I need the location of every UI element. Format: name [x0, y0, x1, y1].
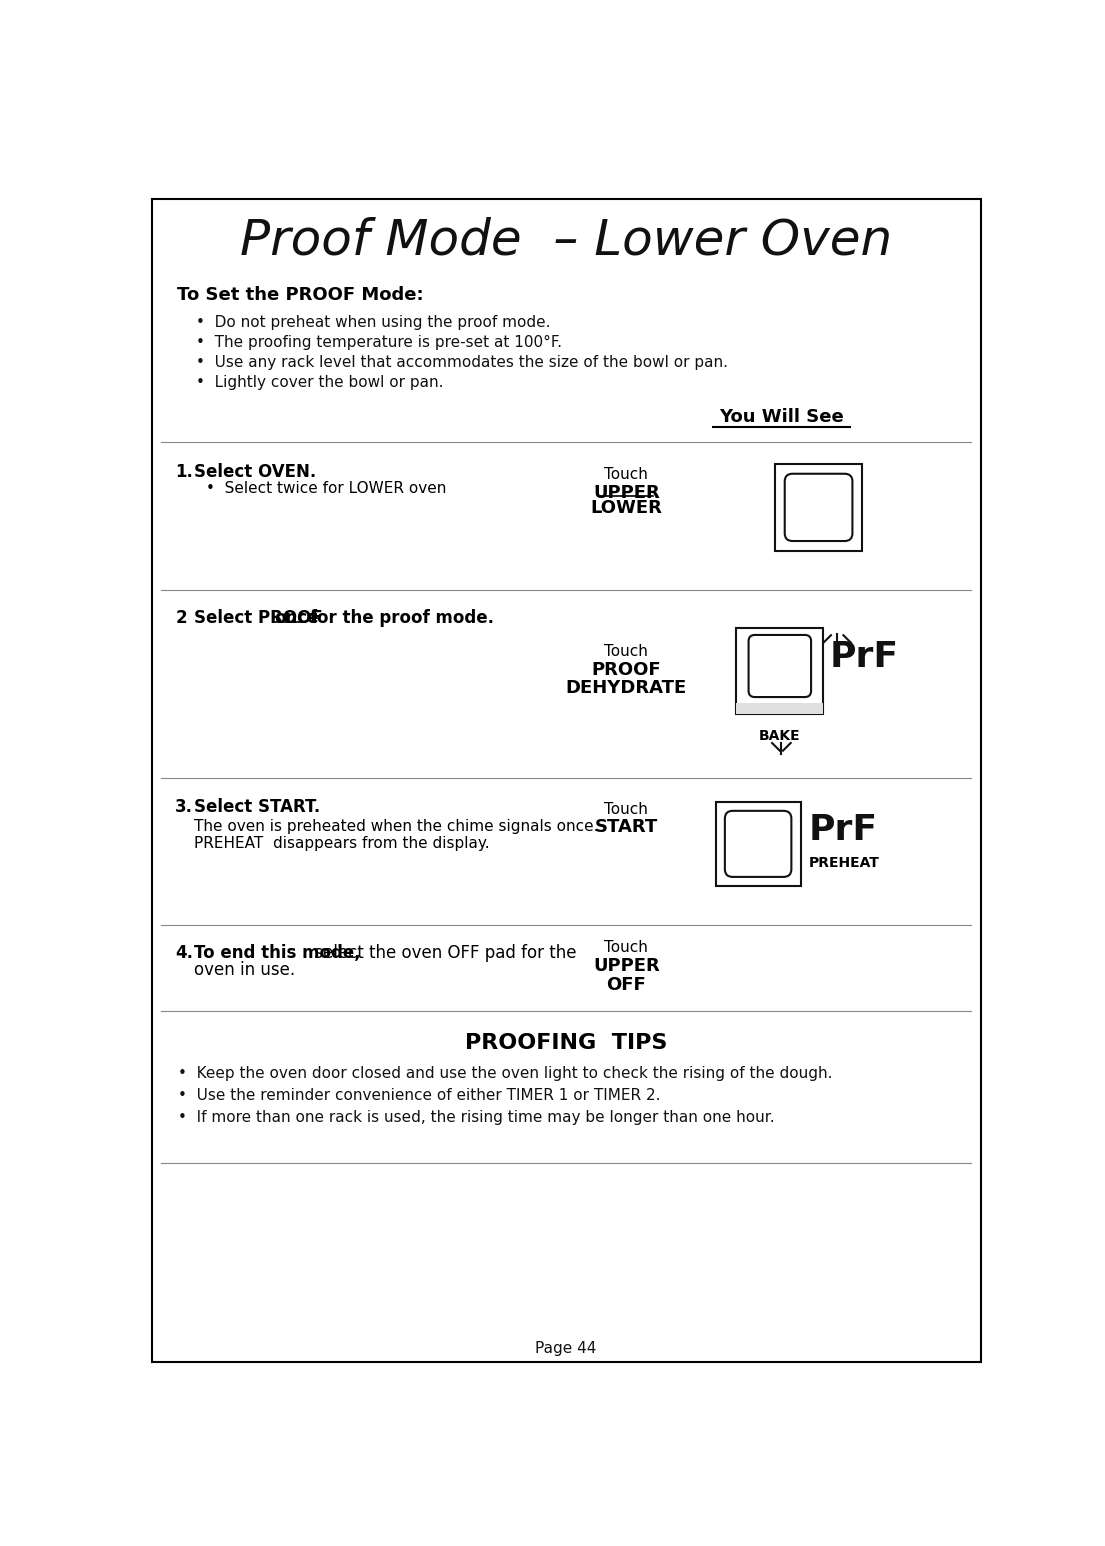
- Text: BAKE: BAKE: [759, 730, 801, 744]
- Text: •  Lightly cover the bowl or pan.: • Lightly cover the bowl or pan.: [197, 376, 444, 390]
- Text: for the proof mode.: for the proof mode.: [304, 609, 494, 628]
- Text: Page 44: Page 44: [535, 1340, 597, 1356]
- Text: 2: 2: [176, 609, 187, 628]
- Text: Proof Mode  – Lower Oven: Proof Mode – Lower Oven: [240, 216, 892, 264]
- Text: UPPER: UPPER: [593, 484, 660, 501]
- Text: Touch: Touch: [604, 467, 649, 481]
- Text: To end this mode,: To end this mode,: [193, 945, 360, 962]
- FancyBboxPatch shape: [748, 635, 811, 697]
- Text: once: once: [274, 609, 319, 628]
- Bar: [716, 801, 801, 886]
- Text: PREHEAT: PREHEAT: [809, 856, 880, 870]
- Text: Touch: Touch: [604, 801, 649, 816]
- Text: DEHYDRATE: DEHYDRATE: [566, 679, 687, 697]
- Text: oven in use.: oven in use.: [193, 962, 295, 979]
- Text: 4.: 4.: [176, 945, 193, 962]
- FancyBboxPatch shape: [725, 810, 791, 877]
- Text: OFF: OFF: [607, 976, 646, 994]
- FancyBboxPatch shape: [785, 473, 852, 541]
- Text: PrF: PrF: [809, 813, 877, 847]
- Text: To Set the PROOF Mode:: To Set the PROOF Mode:: [177, 286, 423, 303]
- Text: •  Keep the oven door closed and use the oven light to check the rising of the d: • Keep the oven door closed and use the …: [178, 1067, 833, 1081]
- Text: •  Use the reminder convenience of either TIMER 1 or TIMER 2.: • Use the reminder convenience of either…: [178, 1088, 661, 1102]
- Text: START: START: [594, 818, 657, 836]
- Text: select the oven OFF pad for the: select the oven OFF pad for the: [308, 945, 576, 962]
- Text: PREHEAT  disappears from the display.: PREHEAT disappears from the display.: [193, 836, 490, 852]
- Text: Touch: Touch: [604, 940, 649, 955]
- Text: Select OVEN.: Select OVEN.: [193, 462, 316, 481]
- Text: •  If more than one rack is used, the rising time may be longer than one hour.: • If more than one rack is used, the ris…: [178, 1110, 775, 1124]
- Text: PROOF: PROOF: [591, 660, 661, 679]
- Text: •  Do not preheat when using the proof mode.: • Do not preheat when using the proof mo…: [197, 315, 550, 329]
- Text: Touch: Touch: [604, 643, 649, 659]
- Text: PROOFING  TIPS: PROOFING TIPS: [465, 1033, 667, 1053]
- Text: The oven is preheated when the chime signals once.: The oven is preheated when the chime sig…: [193, 819, 599, 835]
- Text: 3.: 3.: [176, 798, 193, 816]
- Text: •  Use any rack level that accommodates the size of the bowl or pan.: • Use any rack level that accommodates t…: [197, 356, 728, 369]
- Bar: [736, 628, 823, 714]
- Text: PrF: PrF: [830, 640, 898, 674]
- Text: •  Select twice for LOWER oven: • Select twice for LOWER oven: [207, 481, 446, 496]
- Bar: [776, 464, 862, 550]
- Text: You Will See: You Will See: [719, 408, 844, 425]
- Text: •  The proofing temperature is pre-set at 100°F.: • The proofing temperature is pre-set at…: [197, 335, 562, 349]
- Text: 1.: 1.: [176, 462, 193, 481]
- Text: Select START.: Select START.: [193, 798, 320, 816]
- Bar: [736, 702, 823, 714]
- Text: Select PROOF: Select PROOF: [193, 609, 328, 628]
- Text: UPPER: UPPER: [593, 957, 660, 976]
- Text: LOWER: LOWER: [590, 499, 662, 516]
